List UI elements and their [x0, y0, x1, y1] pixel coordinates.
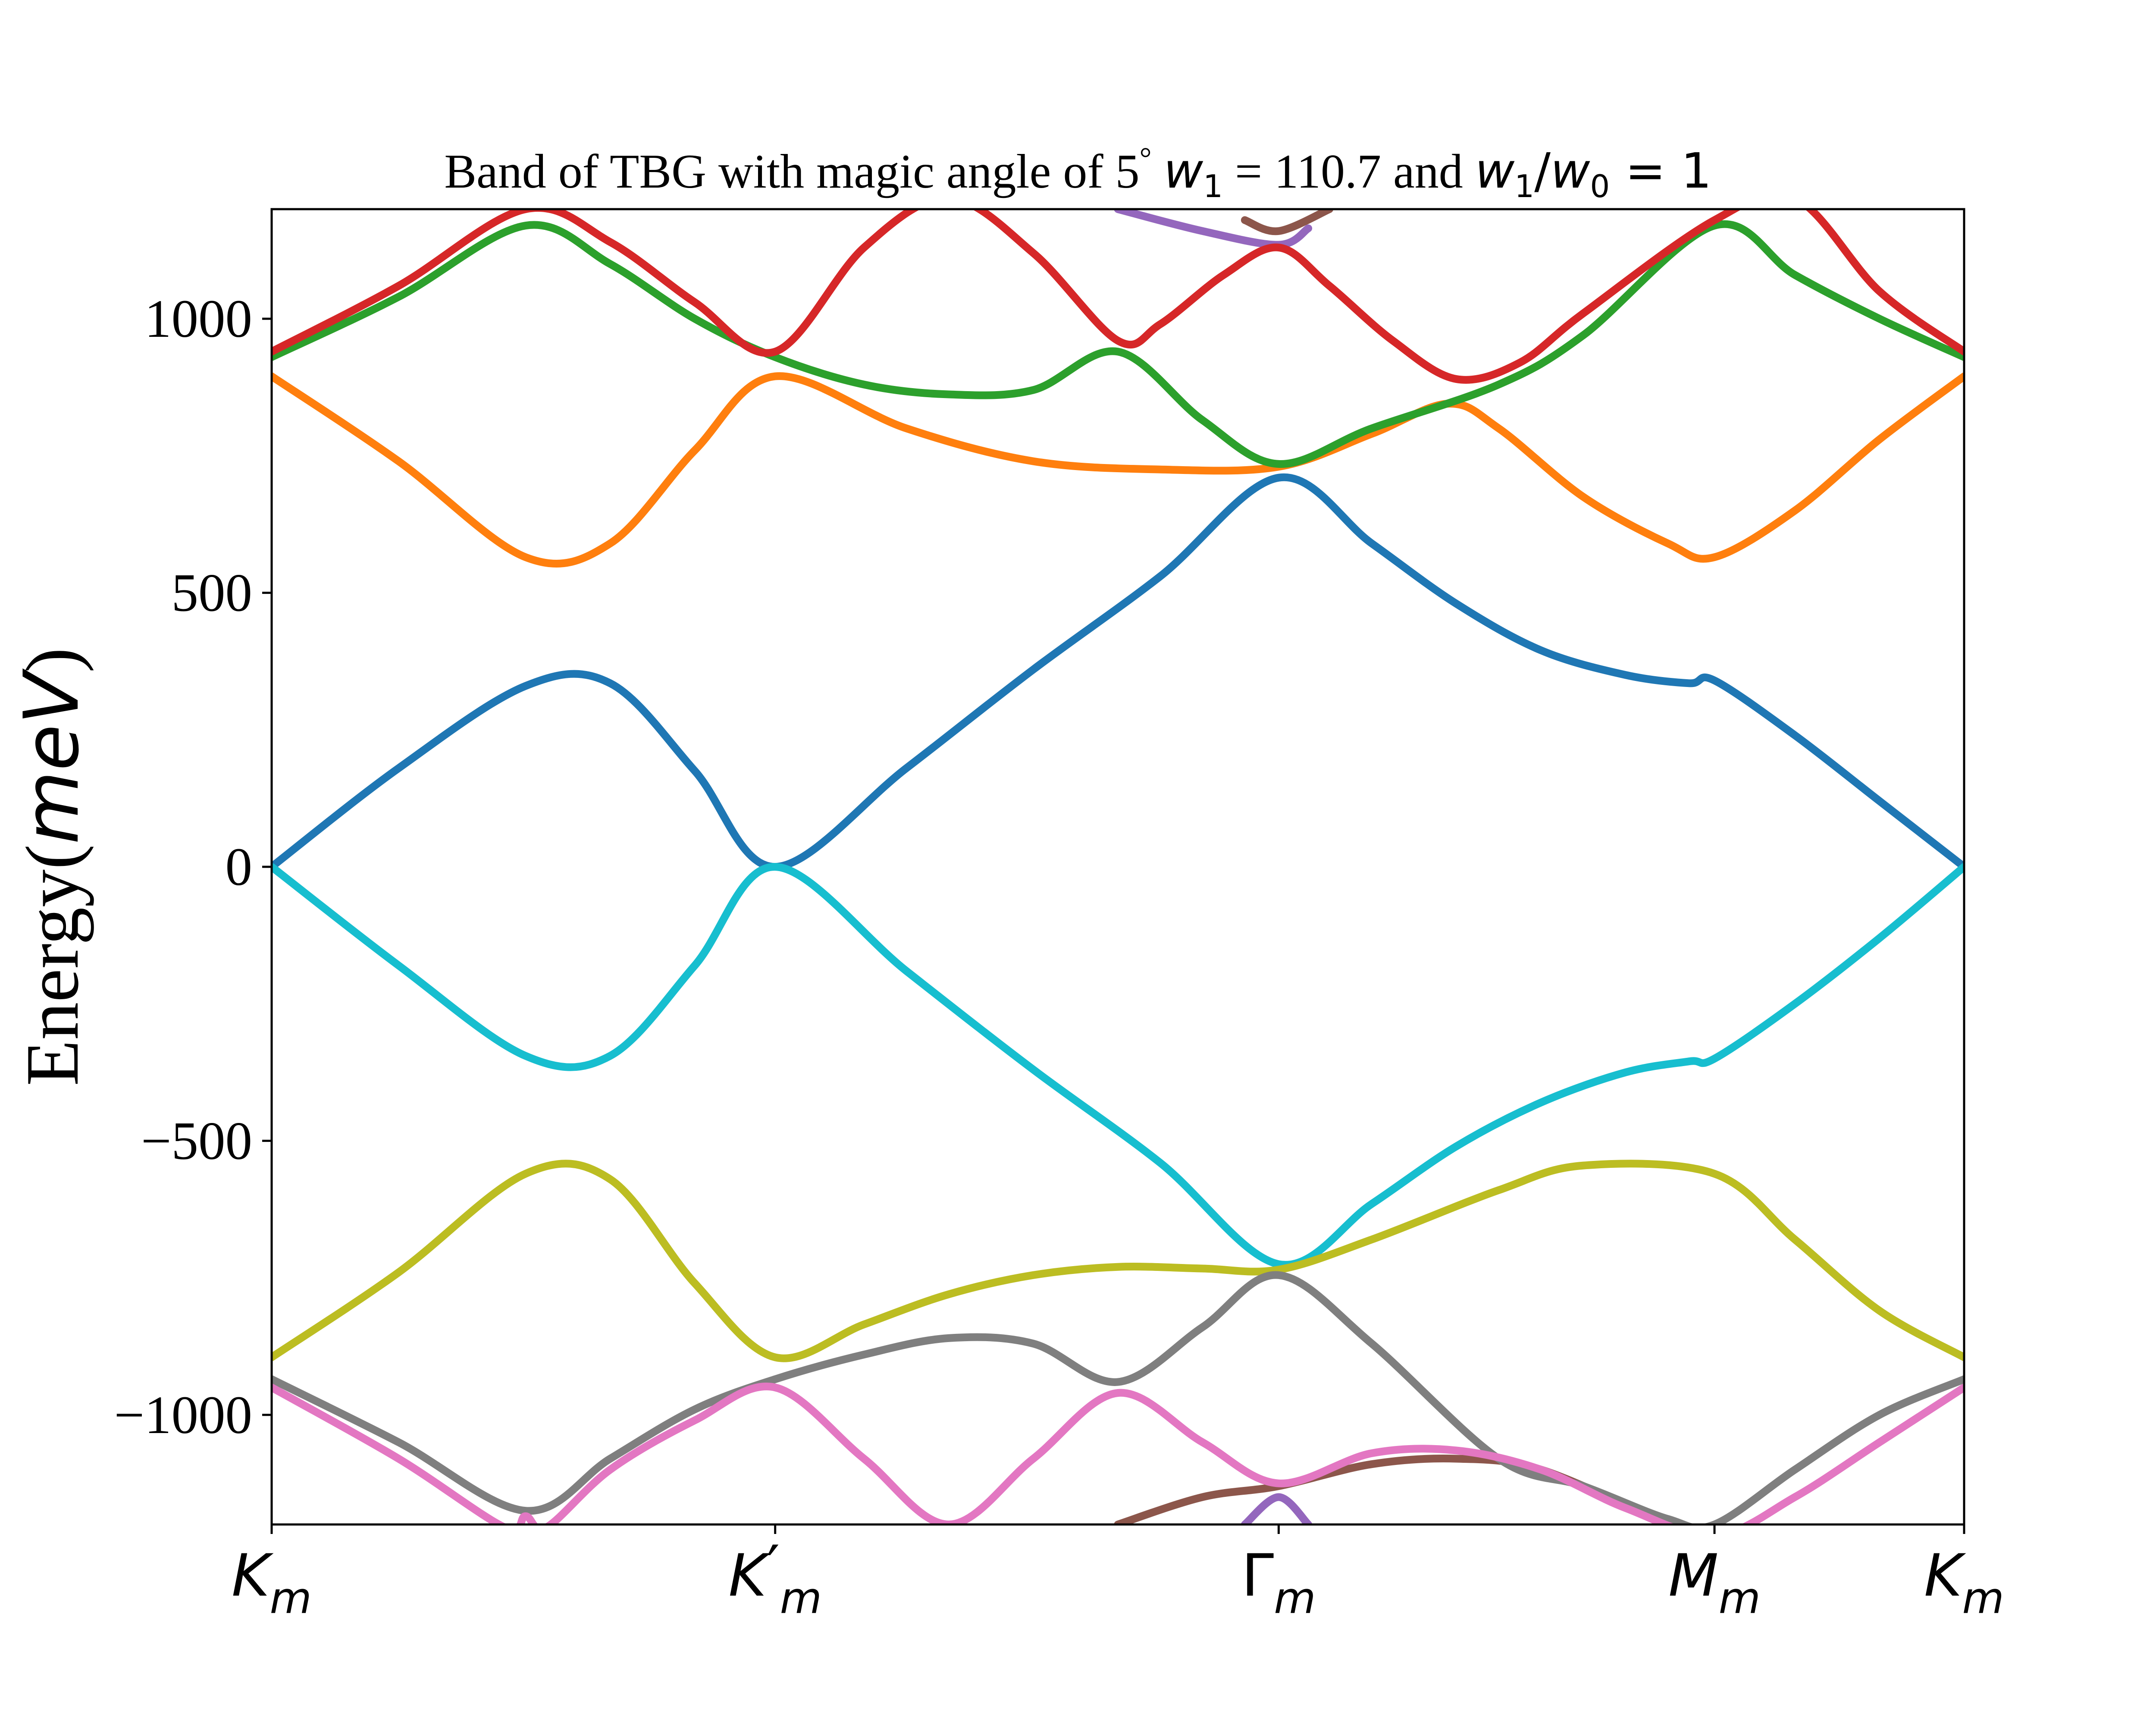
band-line-2	[272, 862, 1964, 1269]
title-w1-value: = 110.7 and	[1235, 145, 1463, 198]
band-line-8	[272, 1383, 1964, 1524]
title-ratio-den: w	[1551, 143, 1590, 199]
y-tick-label-5: −1000	[114, 1386, 253, 1445]
title-ratio-num: w	[1475, 143, 1515, 199]
band-line-7	[272, 1271, 1964, 1524]
x-tick-label-5: Km	[1924, 1542, 2004, 1623]
band-stub-3	[1241, 1493, 1313, 1524]
band-line-3	[272, 372, 1964, 568]
band-line-1	[272, 473, 1964, 871]
band-stub-2	[1241, 209, 1334, 235]
title-ratio-num-sub: 1	[1514, 168, 1534, 204]
title-w1: w	[1164, 143, 1203, 199]
title-text: Band of TBG with magic angle of 5	[444, 145, 1139, 198]
title-ratio-value: = 1	[1625, 143, 1712, 199]
band-line-6	[272, 1160, 1964, 1362]
y-tick-label-2: 500	[172, 564, 253, 623]
x-tick-label-4: Mm	[1668, 1542, 1761, 1623]
y-tick-label-3: 0	[226, 837, 253, 897]
x-tick-label-1: Km	[232, 1542, 312, 1623]
band-stub-1	[1114, 209, 1313, 249]
x-tick-label-3: Γm	[1241, 1542, 1316, 1623]
band-line-5	[272, 209, 1964, 384]
title-ratio-slash: /	[1534, 143, 1551, 199]
chart-title: Band of TBG with magic angle of 5° w1 = …	[444, 142, 1711, 204]
series-layer	[272, 209, 1964, 1524]
x-tick-label-2: K′m	[728, 1533, 822, 1623]
y-tick-label-1: 1000	[144, 289, 252, 349]
x-axis-ticks: Km K′m Γm Mm Km	[232, 1524, 2004, 1623]
title-degree: °	[1140, 142, 1152, 175]
y-tick-label-4: −500	[141, 1111, 252, 1171]
y-axis-label: Energy(meV)	[8, 648, 96, 1086]
title-w1-sub: 1	[1203, 168, 1223, 204]
y-axis-ticks: 1000 500 0 −500 −1000	[114, 289, 272, 1445]
title-ratio-den-sub: 0	[1590, 168, 1610, 204]
